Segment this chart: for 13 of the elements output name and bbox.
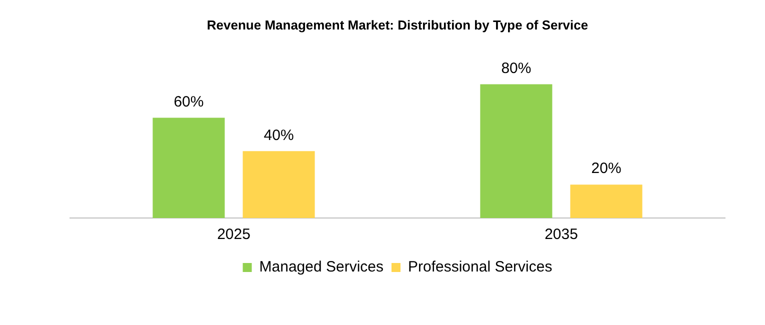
legend-label: Professional Services [408, 258, 552, 276]
data-label: 40% [264, 126, 294, 144]
data-label: 60% [174, 93, 204, 110]
x-tick-label: 2035 [544, 226, 578, 244]
x-tick-label: 2025 [217, 226, 250, 244]
bar [480, 84, 552, 218]
bar [242, 151, 315, 218]
data-label: 80% [501, 60, 532, 77]
data-label: 20% [591, 160, 622, 178]
chart-title: Revenue Management Market: Distribution by Type of Service [206, 17, 588, 32]
bar [152, 118, 225, 218]
legend-label: Managed Services [259, 258, 384, 276]
bar [570, 184, 642, 218]
